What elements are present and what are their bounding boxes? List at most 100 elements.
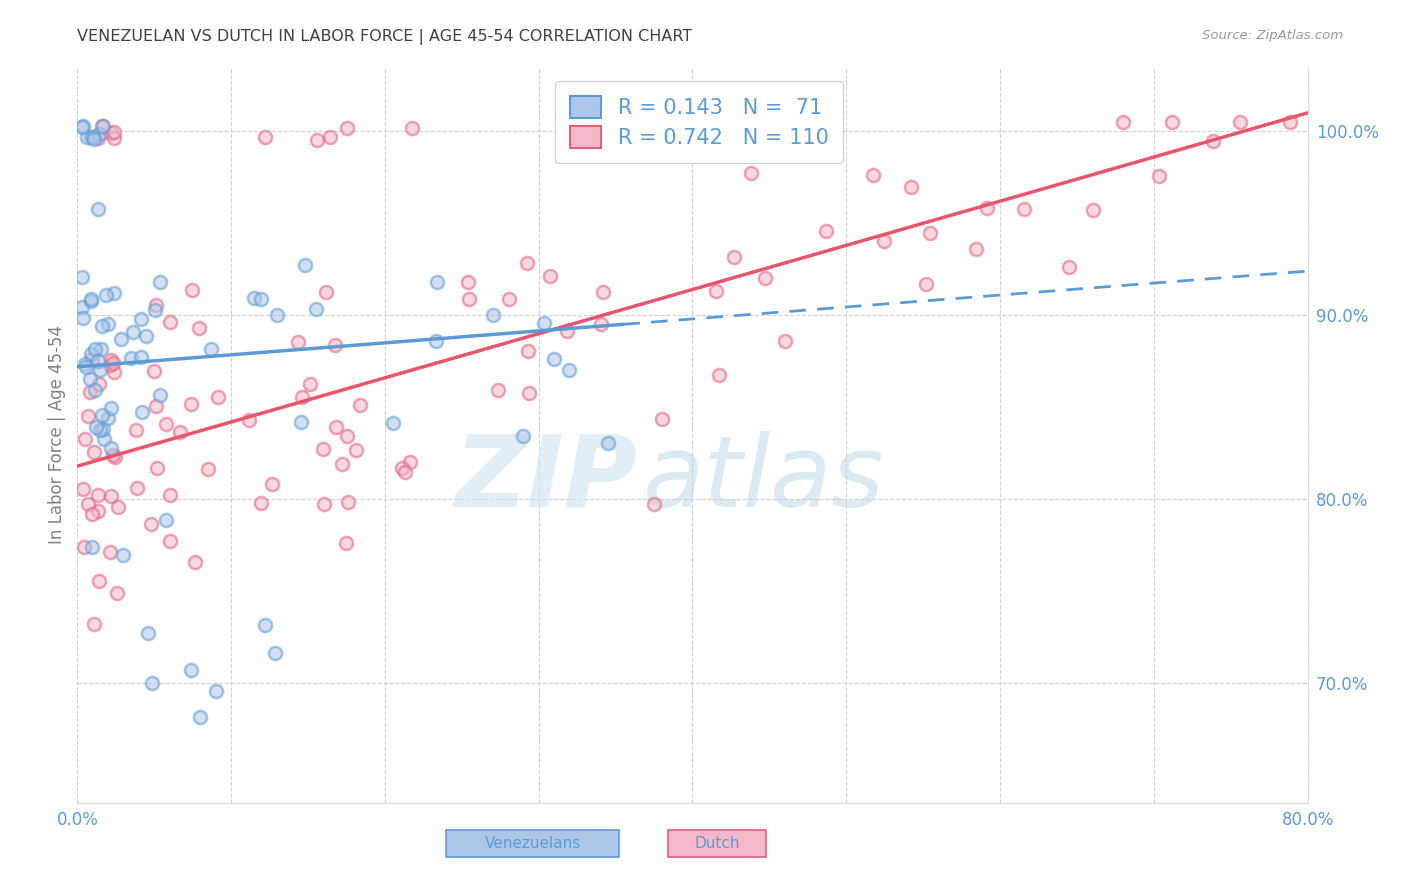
Point — [72, 270, 94, 285]
Point — [401, 120, 423, 135]
Point — [457, 275, 479, 289]
Point — [80, 294, 103, 309]
Point — [76, 409, 98, 423]
Point — [920, 226, 942, 240]
Point — [83, 132, 105, 146]
Point — [104, 450, 127, 465]
Point — [298, 377, 321, 392]
Point — [620, 120, 643, 134]
Point — [253, 129, 276, 144]
Point — [815, 224, 838, 238]
Point — [754, 271, 776, 285]
Point — [266, 308, 288, 322]
Point — [107, 500, 129, 514]
Point — [145, 400, 167, 414]
Point — [80, 292, 103, 306]
Point — [139, 516, 162, 531]
Point — [79, 385, 101, 400]
Point — [103, 125, 125, 139]
Point — [254, 618, 277, 632]
Point — [1081, 202, 1104, 217]
Point — [141, 676, 163, 690]
Point — [120, 351, 142, 365]
Point — [1278, 115, 1301, 129]
Point — [651, 412, 673, 426]
Point — [319, 129, 342, 144]
Point — [80, 541, 103, 555]
Point — [498, 292, 520, 306]
Point — [169, 425, 191, 440]
Legend: R = 0.143   N =  71, R = 0.742   N = 110: R = 0.143 N = 71, R = 0.742 N = 110 — [555, 81, 844, 163]
Point — [643, 497, 665, 511]
Text: Source: ZipAtlas.com: Source: ZipAtlas.com — [1202, 29, 1343, 42]
Point — [80, 351, 103, 366]
Point — [619, 116, 641, 130]
Point — [516, 256, 538, 270]
Point — [97, 318, 120, 332]
Point — [145, 298, 167, 312]
Point — [965, 242, 987, 256]
Point — [135, 328, 157, 343]
Point — [70, 300, 93, 314]
Point — [93, 433, 115, 447]
Point — [84, 342, 107, 356]
Point — [773, 334, 796, 348]
Point — [76, 497, 98, 511]
Point — [704, 285, 727, 299]
Point — [100, 401, 122, 416]
Point — [394, 465, 416, 479]
Point — [543, 352, 565, 367]
Point — [538, 268, 561, 283]
Point — [101, 448, 124, 462]
Point — [75, 432, 97, 446]
Point — [197, 462, 219, 476]
Point — [1147, 169, 1170, 183]
Point — [555, 324, 578, 338]
Point — [75, 357, 97, 371]
Point — [325, 338, 347, 352]
Point — [181, 283, 204, 297]
Point — [740, 166, 762, 180]
Point — [143, 302, 166, 317]
Point — [129, 350, 152, 364]
Point — [98, 359, 121, 373]
Point — [481, 308, 503, 322]
Point — [98, 545, 121, 559]
Point — [105, 585, 128, 599]
Point — [1111, 115, 1133, 129]
Point — [312, 442, 335, 457]
Point — [873, 235, 896, 249]
Point — [155, 417, 177, 431]
Point — [72, 119, 94, 133]
Point — [305, 133, 328, 147]
Point — [90, 342, 112, 356]
Point — [159, 534, 181, 549]
Point — [399, 454, 422, 468]
Point — [73, 540, 96, 554]
Point — [89, 574, 111, 589]
Point — [155, 513, 177, 527]
Point — [291, 390, 314, 404]
Text: Venezuelans: Venezuelans — [485, 836, 581, 851]
Point — [93, 422, 115, 436]
Point — [188, 710, 211, 724]
Point — [862, 169, 884, 183]
Point — [262, 477, 284, 491]
Point — [111, 549, 134, 563]
Point — [336, 429, 359, 443]
Point — [180, 397, 202, 411]
Point — [425, 334, 447, 348]
Point — [325, 420, 347, 434]
Point — [91, 119, 114, 133]
Point — [517, 385, 540, 400]
Point — [249, 292, 271, 306]
Point — [87, 353, 110, 368]
Text: Dutch: Dutch — [695, 836, 740, 851]
Point — [90, 119, 112, 133]
Point — [94, 287, 117, 301]
Point — [89, 127, 111, 141]
Point — [110, 332, 132, 346]
Point — [87, 488, 110, 502]
Point — [315, 285, 337, 300]
Point — [596, 435, 619, 450]
